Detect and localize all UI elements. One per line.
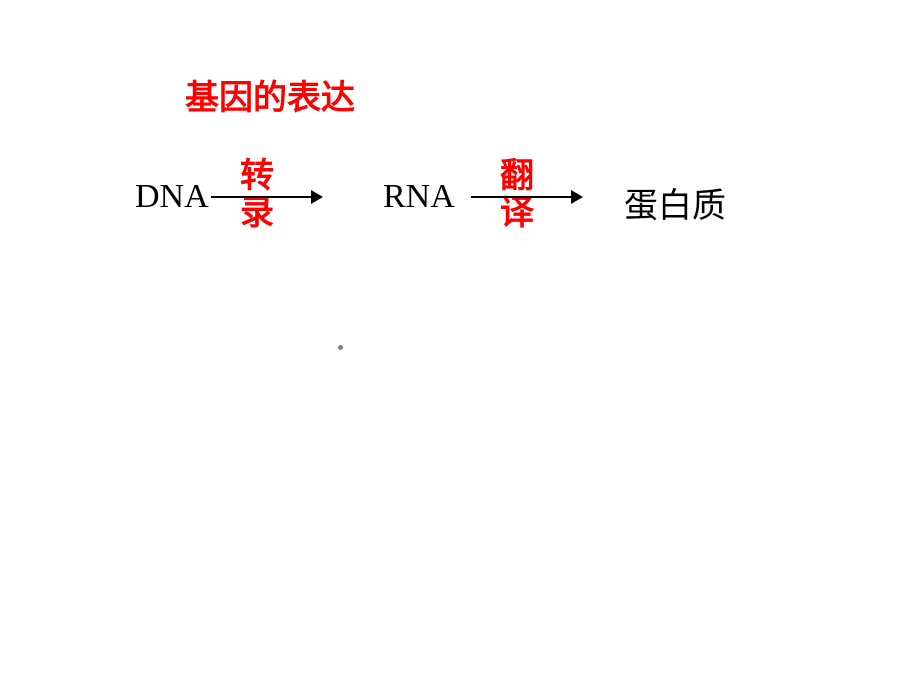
node-dna: DNA [135,178,209,216]
arrow-label-text-line1: 转 [240,158,274,195]
node-protein: 蛋白质 [624,178,726,227]
arrow-head-transcription [311,190,323,204]
node-rna: RNA [383,178,455,216]
center-dot [338,345,343,350]
arrow-label-text-line1: 翻 [500,158,534,195]
diagram-title: 基因的表达 [185,70,355,119]
arrow-line-translation [471,196,571,198]
arrow-label-text-line2: 录 [240,195,274,232]
arrow-line-transcription [211,196,311,198]
arrow-head-translation [571,190,583,204]
arrow-label-text-line2: 译 [500,195,534,232]
